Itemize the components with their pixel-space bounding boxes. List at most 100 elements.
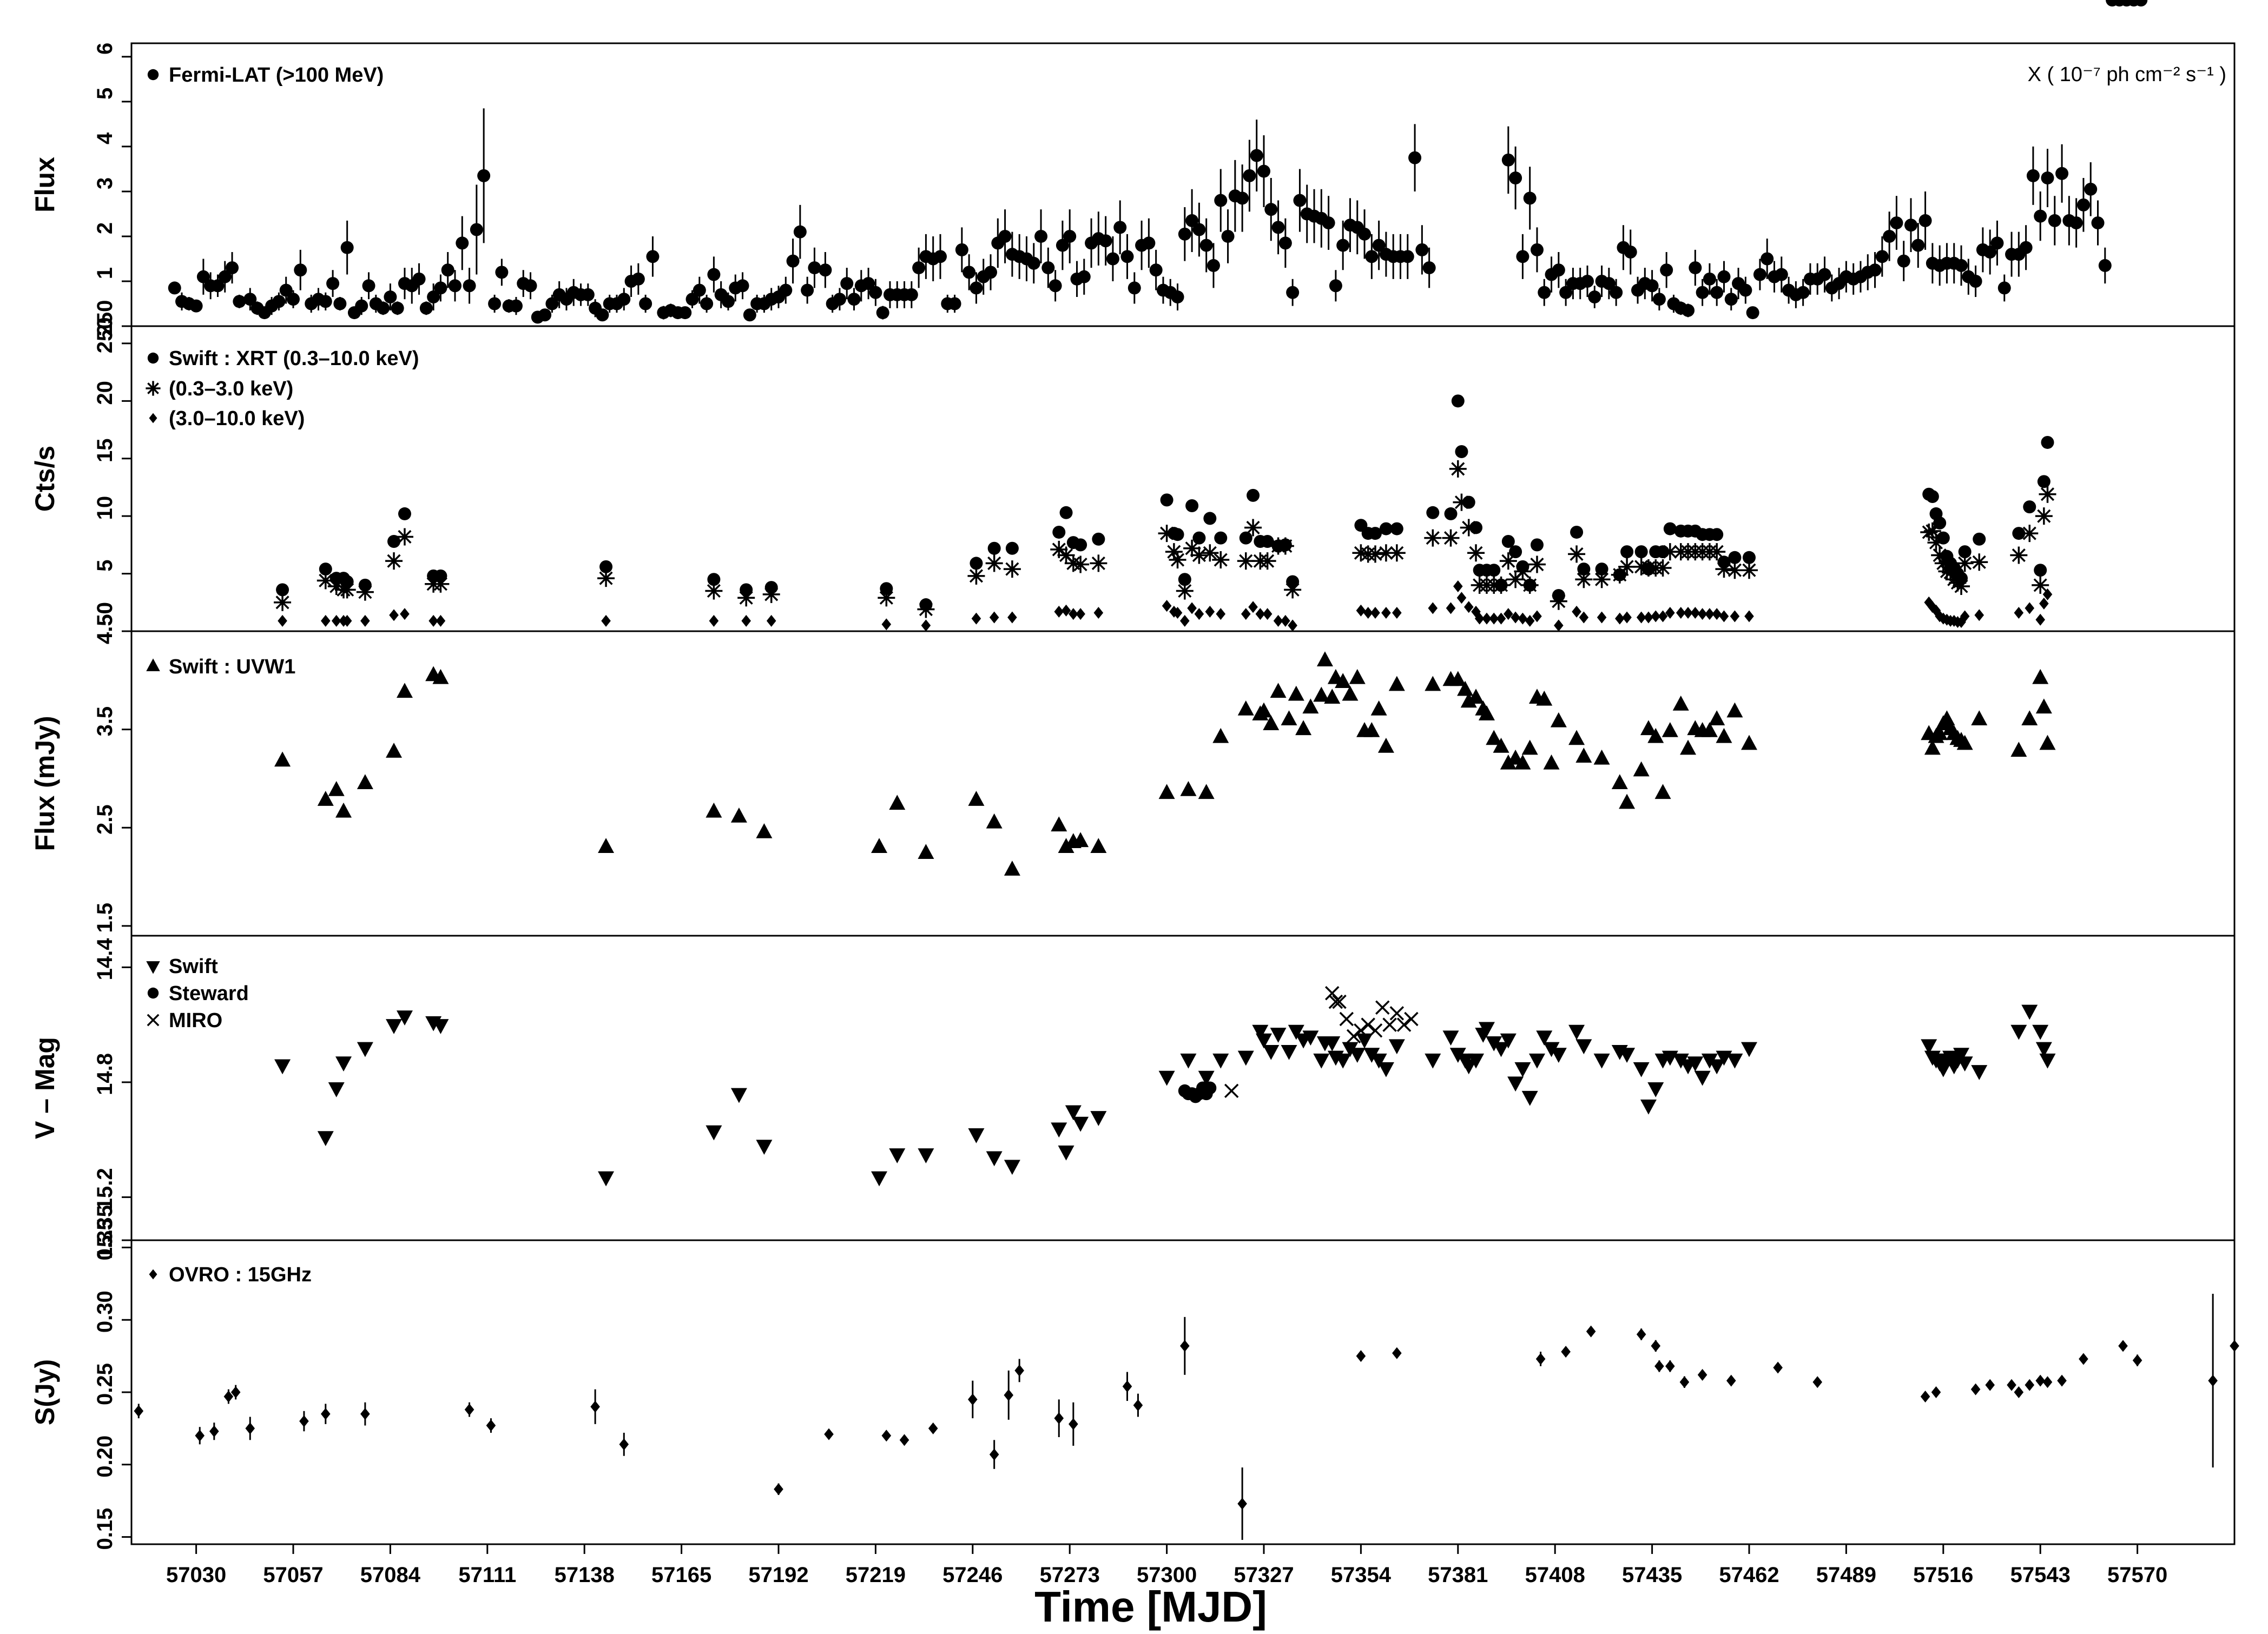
data-point	[1530, 243, 1544, 256]
data-point	[617, 293, 631, 306]
data-point	[1971, 1065, 1988, 1080]
data-point	[1339, 1011, 1354, 1027]
data-point	[2230, 1340, 2239, 1352]
data-point	[2021, 525, 2039, 543]
data-point	[1602, 277, 1616, 290]
data-point	[1388, 676, 1405, 691]
data-point	[1543, 754, 1560, 770]
data-point	[678, 306, 692, 320]
data-point	[386, 1019, 403, 1034]
data-point	[1687, 1056, 1704, 1071]
data-point	[2012, 527, 2026, 540]
data-point	[1180, 1340, 1190, 1352]
panels: 250 1 2 3 4 5 6 Flux X ( 10⁻⁷ ph cm⁻² s⁻¹ ) Fermi…	[30, 0, 2239, 1550]
data-point	[1514, 563, 1532, 580]
data-point	[1970, 553, 1988, 571]
data-point	[2010, 1024, 2027, 1040]
data-point	[1446, 602, 1456, 614]
data-point	[1956, 735, 1973, 750]
data-point	[1728, 551, 1742, 564]
data-point	[1058, 838, 1074, 854]
data-point	[1058, 1145, 1074, 1161]
data-point	[1247, 488, 1260, 502]
legend-entry: (0.3–3.0 keV)	[146, 378, 293, 400]
series	[1224, 985, 1419, 1099]
data-point	[441, 263, 454, 277]
series	[274, 1004, 2056, 1187]
data-point	[2084, 182, 2098, 196]
data-point	[1050, 540, 1068, 558]
data-point	[1467, 544, 1485, 562]
data-point	[2037, 475, 2051, 488]
data-point	[1550, 1048, 1567, 1063]
data-point	[427, 290, 440, 304]
data-point	[707, 573, 721, 586]
y-tick-label: 0.30	[93, 1291, 117, 1333]
data-point	[387, 534, 401, 548]
data-point	[1281, 1044, 1297, 1060]
data-point	[774, 1483, 783, 1496]
data-point	[862, 277, 875, 290]
data-point	[1063, 229, 1077, 243]
data-point	[1099, 234, 1112, 248]
data-point	[1049, 279, 1062, 293]
data-point	[1507, 1076, 1524, 1092]
data-point	[984, 266, 998, 279]
data-point	[1322, 216, 1335, 230]
data-point	[1199, 239, 1213, 252]
data-point	[395, 528, 413, 546]
data-point	[706, 1125, 722, 1141]
data-point	[279, 283, 293, 297]
data-point	[1293, 194, 1307, 207]
data-point	[1577, 563, 1591, 576]
data-point	[1938, 563, 1956, 580]
data-point	[1349, 1048, 1366, 1063]
data-point	[1514, 754, 1531, 770]
data-point	[1633, 1062, 1650, 1077]
legend-marker	[147, 987, 159, 999]
data-point	[2023, 500, 2036, 514]
data-point	[2069, 216, 2083, 230]
x-tick-label: 57327	[1234, 1563, 1294, 1587]
series	[274, 460, 2056, 618]
data-point	[1518, 612, 1528, 625]
x-tick-label: 57462	[1719, 1563, 1779, 1587]
x-tick-label: 57570	[2107, 1563, 2167, 1587]
data-point	[230, 1386, 241, 1398]
data-point	[317, 791, 334, 806]
legend-entry: OVRO : 15GHz	[149, 1263, 312, 1286]
data-point	[1651, 610, 1661, 623]
data-point	[276, 583, 289, 597]
data-point	[1239, 531, 1252, 545]
data-point	[1536, 690, 1553, 706]
data-point	[1243, 169, 1256, 182]
data-point	[1575, 1039, 1592, 1055]
data-point	[1270, 1028, 1287, 1043]
data-point	[869, 286, 882, 299]
data-point	[274, 751, 291, 767]
data-point	[1426, 506, 1440, 519]
data-point	[639, 297, 652, 310]
data-point	[1324, 1036, 1341, 1051]
data-point	[1516, 250, 1529, 263]
data-point	[360, 614, 370, 627]
data-point	[596, 308, 609, 322]
data-point	[1059, 506, 1073, 519]
data-point	[1205, 605, 1215, 618]
data-point	[317, 1131, 334, 1147]
data-point	[2019, 241, 2033, 254]
data-point	[357, 1042, 373, 1057]
data-point	[1455, 445, 1468, 458]
data-point	[779, 283, 793, 297]
data-point	[386, 743, 403, 758]
data-point	[1486, 1036, 1502, 1051]
data-point	[598, 838, 615, 854]
data-point	[1365, 250, 1379, 263]
data-point	[1525, 614, 1535, 627]
data-point	[1425, 676, 1441, 691]
data-point	[1180, 780, 1197, 796]
data-point	[1237, 1498, 1247, 1510]
data-point	[1424, 529, 1442, 547]
data-point	[385, 552, 403, 570]
data-point	[1500, 1033, 1517, 1049]
